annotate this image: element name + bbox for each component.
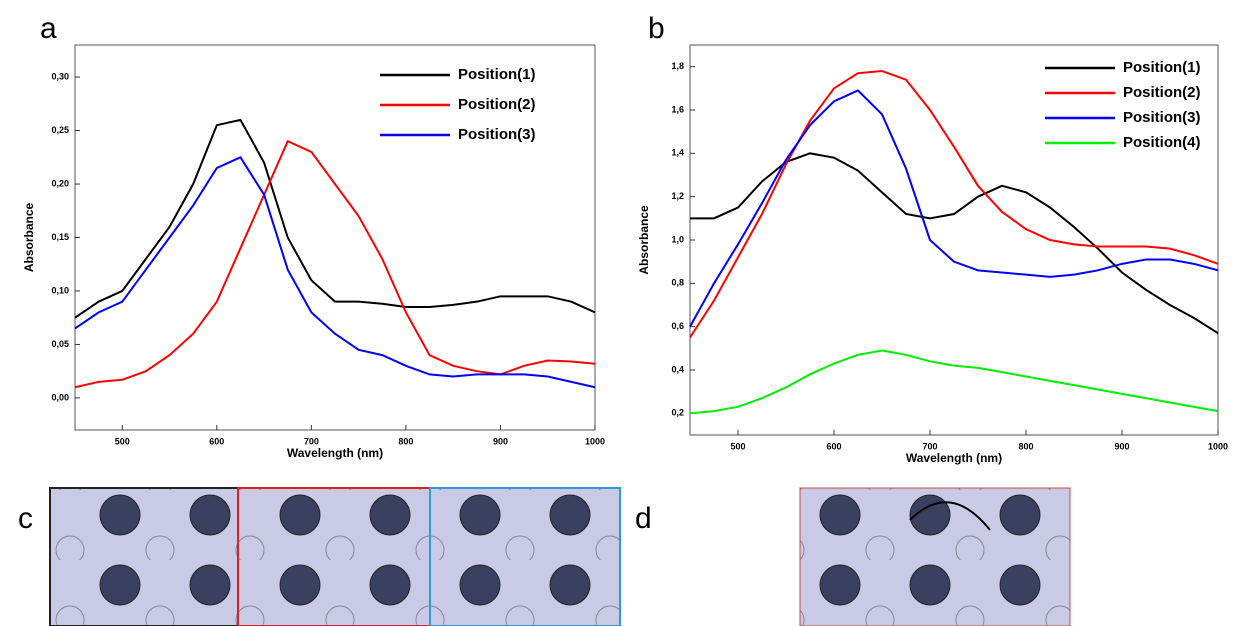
y-tick-label: 0,25	[51, 125, 69, 135]
x-axis-title: Wavelength (nm)	[906, 451, 1002, 465]
y-axis-title: Absorbance	[637, 205, 651, 275]
y-axis-title: Absorbance	[22, 203, 36, 273]
legend-label: Position(3)	[1123, 109, 1201, 126]
micrograph	[237, 487, 431, 626]
data-line	[74, 156, 596, 389]
y-tick-label: 1,6	[671, 104, 684, 114]
plot-frame	[689, 44, 1219, 436]
x-tick-label: 1000	[1208, 441, 1228, 451]
x-tick-label: 800	[1018, 441, 1033, 451]
y-tick-label: 1,8	[671, 61, 684, 71]
y-tick-label: 1,0	[671, 234, 684, 244]
x-tick-label: 600	[209, 436, 224, 446]
data-line	[74, 139, 596, 389]
x-tick-label: 700	[304, 436, 319, 446]
y-tick-label: 0,4	[671, 364, 684, 374]
x-tick-label: 900	[493, 436, 508, 446]
micrograph	[799, 487, 1071, 626]
y-tick-label: 0,2	[671, 408, 684, 418]
panel-label: d	[635, 502, 652, 535]
y-tick-label: 0,05	[51, 339, 69, 349]
image-d	[799, 487, 1071, 626]
x-tick-label: 700	[922, 441, 937, 451]
panel-label: a	[40, 12, 57, 45]
legend-label: Position(2)	[1123, 84, 1201, 101]
image-c	[49, 487, 621, 626]
data-line	[74, 118, 596, 319]
data-line	[689, 89, 1219, 328]
y-tick-label: 1,4	[671, 148, 684, 158]
panel-label: b	[648, 12, 665, 45]
rotation-arrow	[909, 501, 991, 531]
legend-label: Position(1)	[1123, 59, 1201, 76]
x-tick-label: 800	[398, 436, 413, 446]
y-tick-label: 0,20	[51, 178, 69, 188]
y-tick-label: 0,8	[671, 278, 684, 288]
micrograph	[49, 487, 239, 626]
legend-label: Position(3)	[458, 126, 536, 143]
data-line	[689, 349, 1219, 415]
y-tick-label: 1,2	[671, 191, 684, 201]
micrograph	[429, 487, 621, 626]
x-axis-title: Wavelength (nm)	[287, 446, 383, 460]
legend-label: Position(4)	[1123, 134, 1201, 151]
y-tick-label: 0,30	[51, 71, 69, 81]
x-tick-label: 600	[826, 441, 841, 451]
x-tick-label: 900	[1114, 441, 1129, 451]
y-tick-label: 0,6	[671, 321, 684, 331]
y-tick-label: 0,15	[51, 232, 69, 242]
data-line	[689, 69, 1219, 339]
legend-label: Position(2)	[458, 96, 536, 113]
x-tick-label: 1000	[585, 436, 605, 446]
y-tick-label: 0,00	[51, 392, 69, 402]
data-line	[690, 152, 1219, 335]
panel-label: c	[18, 502, 33, 535]
x-tick-label: 500	[115, 436, 130, 446]
y-tick-label: 0,10	[51, 285, 69, 295]
x-tick-label: 500	[730, 441, 745, 451]
legend-label: Position(1)	[458, 66, 536, 83]
